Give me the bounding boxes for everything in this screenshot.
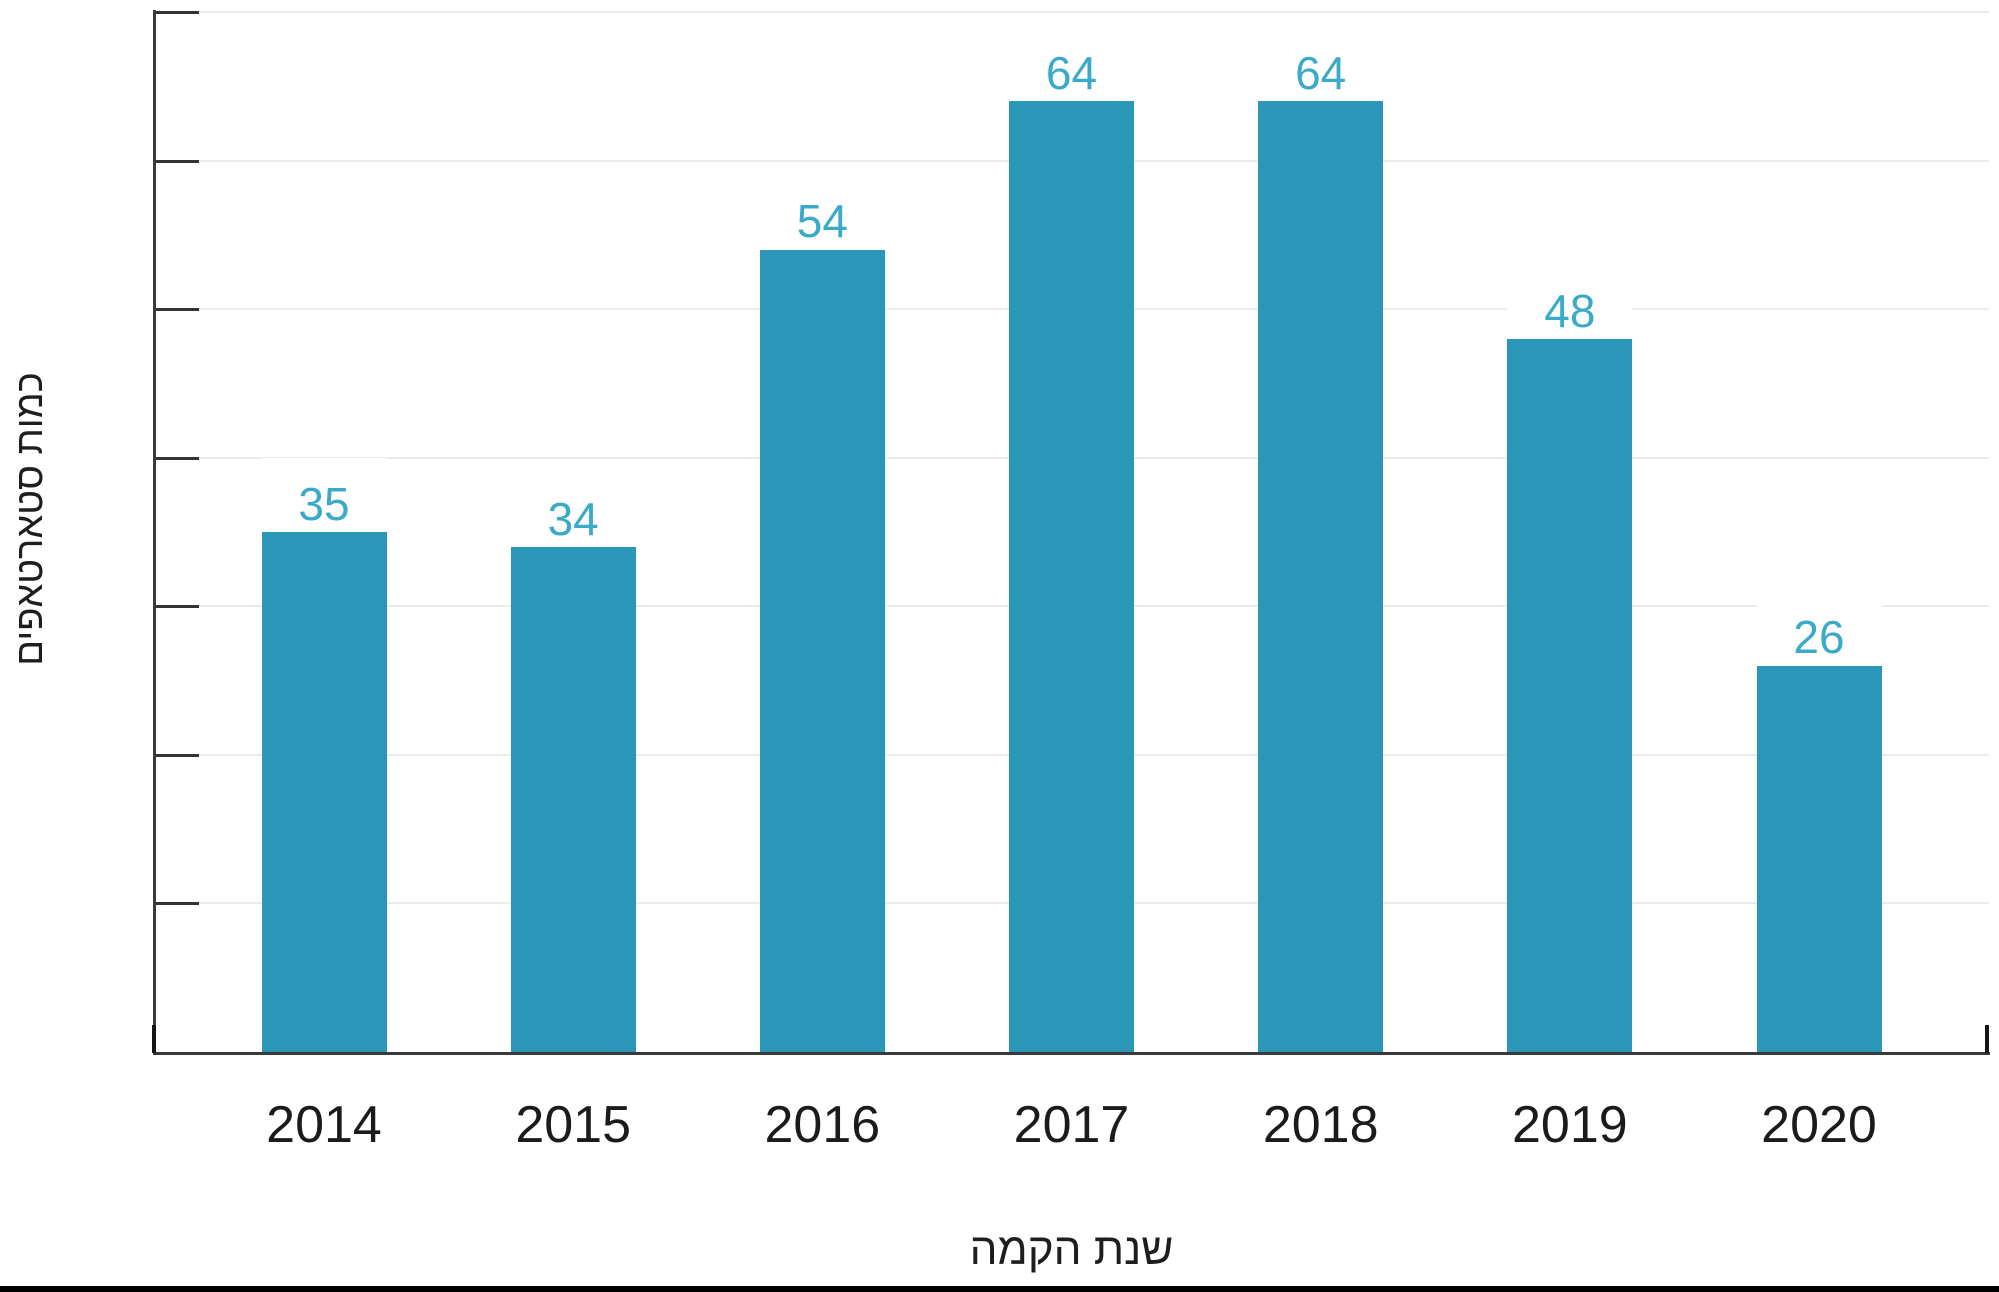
bar-value-label: 54	[759, 175, 885, 246]
x-tick-label-2015: 2015	[515, 1096, 631, 1154]
y-axis-tick	[154, 605, 199, 609]
bar-value-label: 26	[1756, 591, 1882, 662]
x-tick-label-2016: 2016	[764, 1096, 881, 1154]
bar-2016	[759, 249, 885, 1052]
y-axis-tick	[154, 159, 199, 163]
plot-area: 35 34 54 64 64 48 26	[152, 10, 1990, 1055]
y-axis-title: כמות סטארטאפים	[9, 372, 51, 666]
bar-2017	[1009, 101, 1134, 1052]
x-axis-line	[153, 1052, 1990, 1055]
bar-value-label: 48	[1507, 264, 1633, 335]
y-axis-tick	[154, 456, 199, 460]
y-axis-tick	[154, 11, 199, 14]
bar-2019	[1507, 338, 1633, 1052]
bar-2015	[510, 546, 636, 1052]
bar-value-label: 64	[1009, 27, 1134, 98]
bar-2014	[261, 532, 387, 1052]
gridline	[154, 11, 1989, 13]
bar-value-label: 34	[510, 472, 636, 543]
y-axis-line	[153, 10, 156, 1055]
x-axis-left-end-cap	[152, 1025, 156, 1053]
y-axis-tick	[154, 753, 199, 757]
x-axis-title: שנת הקמה	[969, 1225, 1174, 1274]
bar-value-label: 64	[1258, 27, 1384, 98]
x-tick-label-2017: 2017	[1013, 1096, 1130, 1154]
y-axis-tick	[154, 902, 199, 906]
bar-2020	[1756, 665, 1882, 1052]
bar-2018	[1258, 101, 1384, 1052]
x-tick-label-2020: 2020	[1761, 1096, 1877, 1154]
x-tick-label-2014: 2014	[266, 1096, 382, 1154]
x-tick-label-2019: 2019	[1511, 1096, 1628, 1154]
x-axis-right-end-cap	[1985, 1025, 1989, 1053]
x-tick-label-2018: 2018	[1262, 1096, 1379, 1154]
bar-value-label: 35	[261, 458, 387, 528]
page-bottom-border	[0, 1286, 1999, 1292]
y-axis-tick	[154, 308, 199, 312]
